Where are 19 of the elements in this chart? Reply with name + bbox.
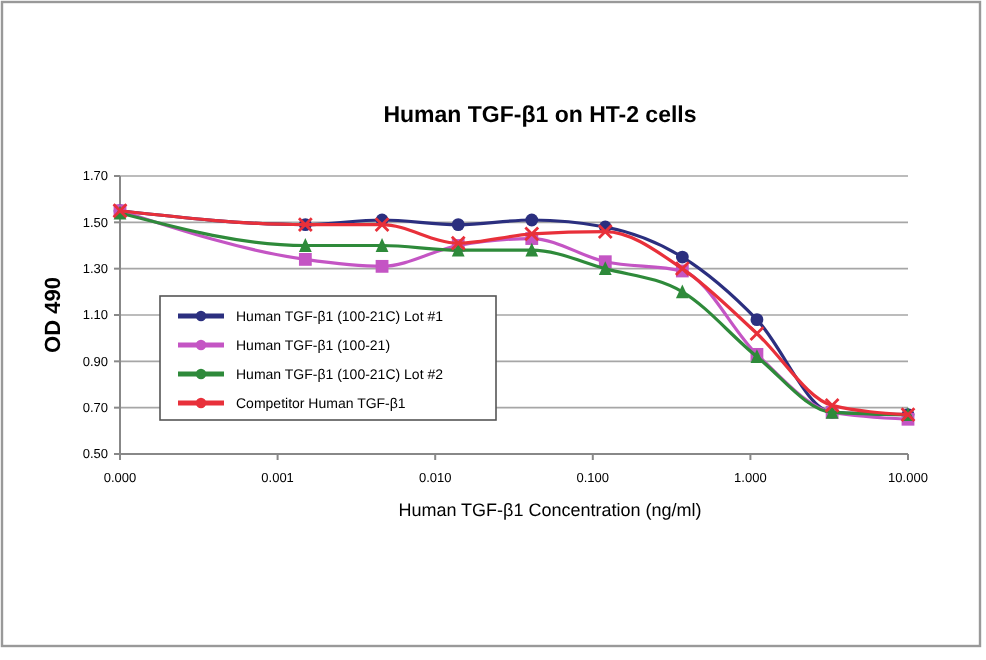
point (750, 313, 764, 327)
point (598, 261, 612, 276)
point (298, 238, 312, 252)
point (451, 218, 465, 232)
point (375, 259, 389, 273)
point (824, 397, 840, 414)
y-axis-title: OD 490 (42, 277, 66, 353)
point (375, 238, 389, 252)
chart-title: Human TGF-β1 on HT-2 cells (383, 104, 697, 128)
point (675, 250, 689, 264)
point (298, 253, 312, 266)
point (525, 242, 539, 257)
point (675, 284, 689, 299)
x-axis-title: Human TGF-β1 Concentration (ng/ml) (398, 500, 702, 520)
point (525, 213, 539, 227)
point (523, 226, 540, 242)
point (597, 223, 614, 240)
point (374, 216, 390, 233)
point (749, 325, 765, 342)
